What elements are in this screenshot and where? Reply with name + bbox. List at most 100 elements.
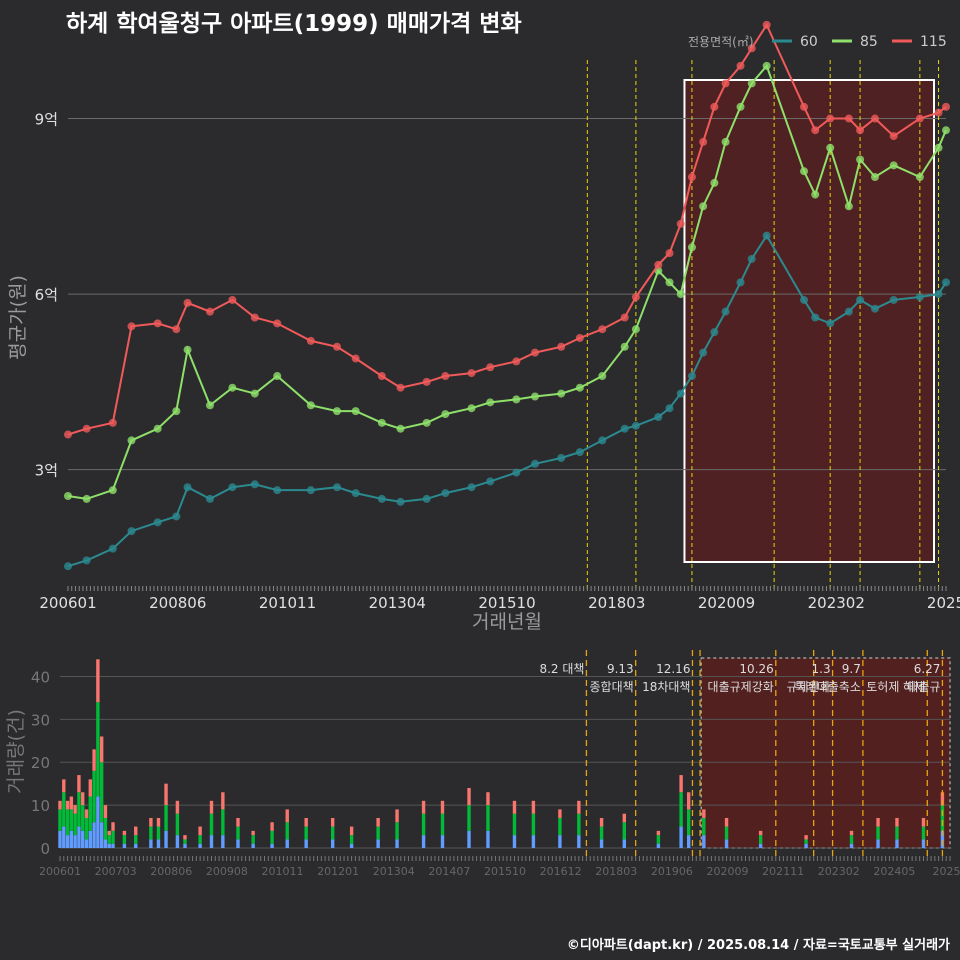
data-point-85	[153, 424, 162, 433]
bar-segment	[758, 830, 763, 836]
data-point-85	[108, 486, 117, 495]
data-point-85	[915, 173, 924, 182]
data-point-115	[620, 313, 629, 322]
data-point-60	[871, 304, 880, 313]
bar-segment	[164, 805, 168, 831]
bar-segment	[209, 835, 214, 848]
data-point-85	[942, 126, 950, 135]
bar-segment	[440, 813, 445, 836]
bar-segment	[702, 817, 706, 836]
data-point-115	[333, 342, 342, 351]
x-tick-label: 200908	[206, 865, 248, 878]
bar-segment	[251, 835, 255, 844]
data-point-60	[942, 278, 950, 287]
data-point-60	[598, 436, 607, 445]
bar-segment	[69, 830, 74, 848]
bar-segment	[156, 817, 161, 827]
data-point-115	[273, 319, 282, 328]
bar-segment	[107, 835, 111, 844]
x-tick-label: 200806	[149, 594, 206, 612]
bar-segment	[467, 830, 471, 848]
bar-segment	[686, 809, 691, 836]
bar-segment	[349, 835, 354, 844]
bar-segment	[58, 830, 62, 848]
data-point-60	[889, 295, 898, 304]
data-point-60	[631, 421, 640, 430]
event-label: 8.2 대책	[539, 661, 584, 676]
bar-segment	[221, 835, 225, 848]
chart-title: 하계 학여울청구 아파트(1999) 매매가격 변화	[66, 11, 522, 37]
bar-segment	[58, 800, 62, 810]
bar-segment	[73, 813, 77, 836]
data-point-60	[575, 448, 584, 457]
data-point-60	[915, 293, 924, 302]
data-point-60	[108, 544, 117, 553]
data-point-60	[333, 483, 342, 492]
event-label: 12.16	[656, 662, 690, 676]
bar-segment	[679, 775, 683, 793]
data-point-115	[183, 298, 192, 307]
data-point-85	[205, 401, 214, 410]
bar-segment	[702, 835, 706, 848]
event-label: 9.7	[842, 662, 861, 676]
data-point-115	[687, 173, 696, 182]
bar-segment	[724, 817, 729, 827]
bar-segment	[134, 835, 138, 844]
bar-segment	[421, 835, 426, 848]
bar-segment	[270, 843, 274, 848]
event-label: 종합대책	[589, 679, 633, 694]
data-point-60	[620, 424, 629, 433]
bar-segment	[421, 813, 426, 836]
data-point-115	[915, 114, 924, 123]
data-point-115	[306, 336, 315, 345]
data-point-85	[82, 494, 91, 503]
event-label: 대출규제강화	[708, 680, 774, 694]
data-point-60	[665, 404, 674, 413]
data-point-115	[598, 325, 607, 334]
x-tick-label: 20250	[933, 865, 960, 878]
event-label: 대출규	[907, 680, 940, 694]
data-point-85	[871, 173, 880, 182]
data-point-85	[598, 372, 607, 381]
data-point-85	[575, 383, 584, 392]
data-point-115	[512, 357, 521, 366]
bar-segment	[395, 839, 399, 848]
bar-segment	[69, 809, 74, 831]
data-point-60	[250, 480, 259, 489]
bar-segment	[99, 762, 104, 823]
data-point-115	[844, 114, 853, 123]
bar-segment	[65, 800, 70, 810]
data-point-115	[351, 354, 360, 363]
x-tick-label: 201803	[595, 865, 637, 878]
bar-segment	[895, 839, 899, 848]
bar-segment	[164, 783, 168, 806]
data-point-85	[422, 418, 431, 427]
event-label: 토허제 해제	[866, 680, 925, 694]
bar-segment	[558, 817, 562, 836]
bar-segment	[724, 826, 729, 840]
event-label: 10.26	[739, 662, 773, 676]
bar-segment	[531, 813, 536, 836]
y-tick-label: 10	[31, 797, 50, 815]
bar-segment	[236, 826, 240, 840]
bar-segment	[96, 702, 100, 797]
data-point-115	[127, 322, 136, 331]
bar-segment	[134, 843, 138, 848]
bar-segment	[440, 835, 445, 848]
data-point-85	[687, 243, 696, 252]
event-label: 18차대책	[642, 679, 690, 694]
bar-segment	[198, 843, 202, 848]
bar-segment	[486, 830, 490, 848]
bar-segment	[921, 839, 926, 848]
bar-segment	[849, 843, 854, 848]
bar-segment	[84, 817, 89, 840]
bar-segment	[73, 805, 77, 814]
legend-label-115: 115	[920, 34, 947, 50]
bar-segment	[531, 800, 536, 814]
data-point-85	[856, 155, 865, 164]
y-tick-label: 40	[31, 668, 50, 686]
bar-segment	[304, 839, 308, 848]
data-point-60	[64, 562, 72, 571]
data-point-115	[721, 79, 730, 88]
bar-segment	[183, 835, 187, 840]
